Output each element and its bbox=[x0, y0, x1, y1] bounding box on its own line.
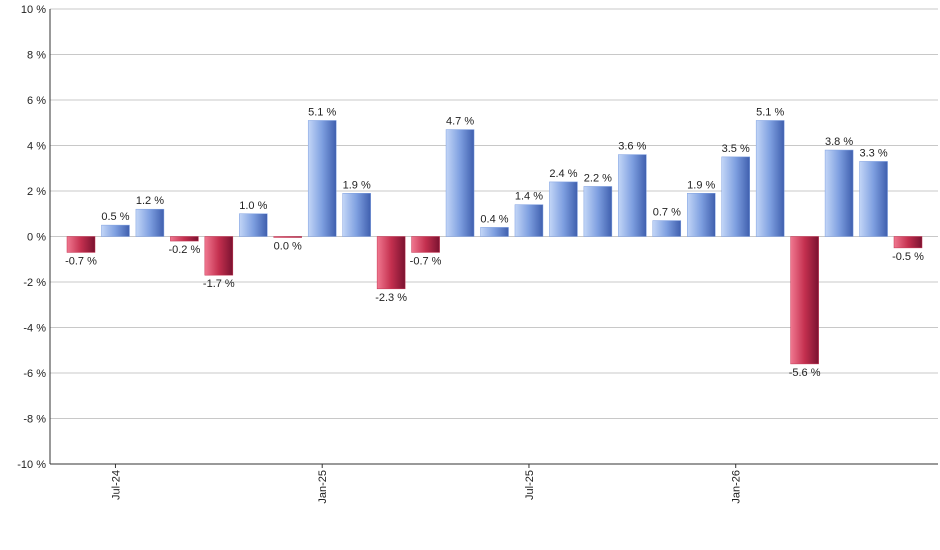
value-label: 3.8 % bbox=[825, 136, 853, 148]
y-tick-label: -6 % bbox=[23, 368, 46, 380]
value-label: 0.4 % bbox=[480, 213, 508, 225]
value-label: 0.7 % bbox=[653, 207, 681, 219]
value-label: 0.5 % bbox=[101, 211, 129, 223]
y-tick-label: 2 % bbox=[27, 186, 46, 198]
bar bbox=[549, 181, 578, 237]
y-tick-label: 8 % bbox=[27, 50, 46, 62]
bar bbox=[514, 204, 544, 237]
bar bbox=[135, 208, 165, 237]
value-label: 4.7 % bbox=[446, 116, 474, 128]
bar bbox=[170, 236, 199, 242]
bar bbox=[583, 186, 613, 237]
value-label: 1.4 % bbox=[515, 191, 543, 203]
value-label: 2.2 % bbox=[584, 172, 612, 184]
value-label: 3.3 % bbox=[859, 147, 887, 159]
value-label: -5.6 % bbox=[789, 367, 821, 379]
value-label: 5.1 % bbox=[308, 106, 336, 118]
bar bbox=[824, 149, 854, 237]
bar bbox=[618, 154, 647, 237]
value-label: 3.5 % bbox=[722, 143, 750, 155]
value-label: 3.6 % bbox=[618, 141, 646, 153]
bar bbox=[893, 236, 923, 249]
y-tick-label: 0 % bbox=[27, 232, 46, 244]
x-tick-label: Jan-25 bbox=[317, 470, 329, 504]
y-tick-label: -8 % bbox=[23, 414, 46, 426]
bar bbox=[721, 156, 750, 237]
bar bbox=[652, 220, 682, 237]
value-label: 2.4 % bbox=[549, 168, 577, 180]
bar bbox=[411, 236, 440, 253]
bar bbox=[66, 236, 96, 253]
x-tick-label: Jan-26 bbox=[731, 470, 743, 504]
bar bbox=[101, 224, 130, 237]
y-tick-label: 6 % bbox=[27, 95, 46, 107]
x-tick-label: Jul-24 bbox=[110, 470, 122, 500]
value-label: 5.1 % bbox=[756, 106, 784, 118]
value-label: -2.3 % bbox=[375, 292, 407, 304]
bar bbox=[755, 120, 785, 237]
value-label: 1.9 % bbox=[343, 179, 371, 191]
y-tick-label: -4 % bbox=[23, 323, 46, 335]
bar bbox=[376, 236, 406, 290]
bar bbox=[859, 161, 888, 237]
bar bbox=[480, 227, 509, 237]
bar bbox=[273, 236, 302, 238]
value-label: 0.0 % bbox=[274, 241, 302, 253]
value-label: 1.2 % bbox=[136, 195, 164, 207]
x-tick-label: Jul-25 bbox=[524, 470, 536, 500]
y-tick-label: -2 % bbox=[23, 277, 46, 289]
value-label: -0.2 % bbox=[168, 244, 200, 256]
value-label: 1.9 % bbox=[687, 179, 715, 191]
value-label: -0.5 % bbox=[892, 251, 924, 263]
value-label: -0.7 % bbox=[410, 255, 442, 267]
y-tick-label: 4 % bbox=[27, 141, 46, 153]
bar bbox=[790, 236, 819, 365]
y-tick-label: 10 % bbox=[21, 4, 46, 16]
bar bbox=[687, 193, 716, 237]
value-label: -1.7 % bbox=[203, 278, 235, 290]
bar bbox=[445, 129, 475, 237]
bar bbox=[342, 193, 371, 237]
value-label: -0.7 % bbox=[65, 255, 97, 267]
value-label: 1.0 % bbox=[239, 200, 267, 212]
y-tick-label: -10 % bbox=[17, 459, 46, 471]
bar bbox=[307, 120, 337, 237]
bar bbox=[204, 236, 234, 276]
bar bbox=[239, 213, 268, 237]
